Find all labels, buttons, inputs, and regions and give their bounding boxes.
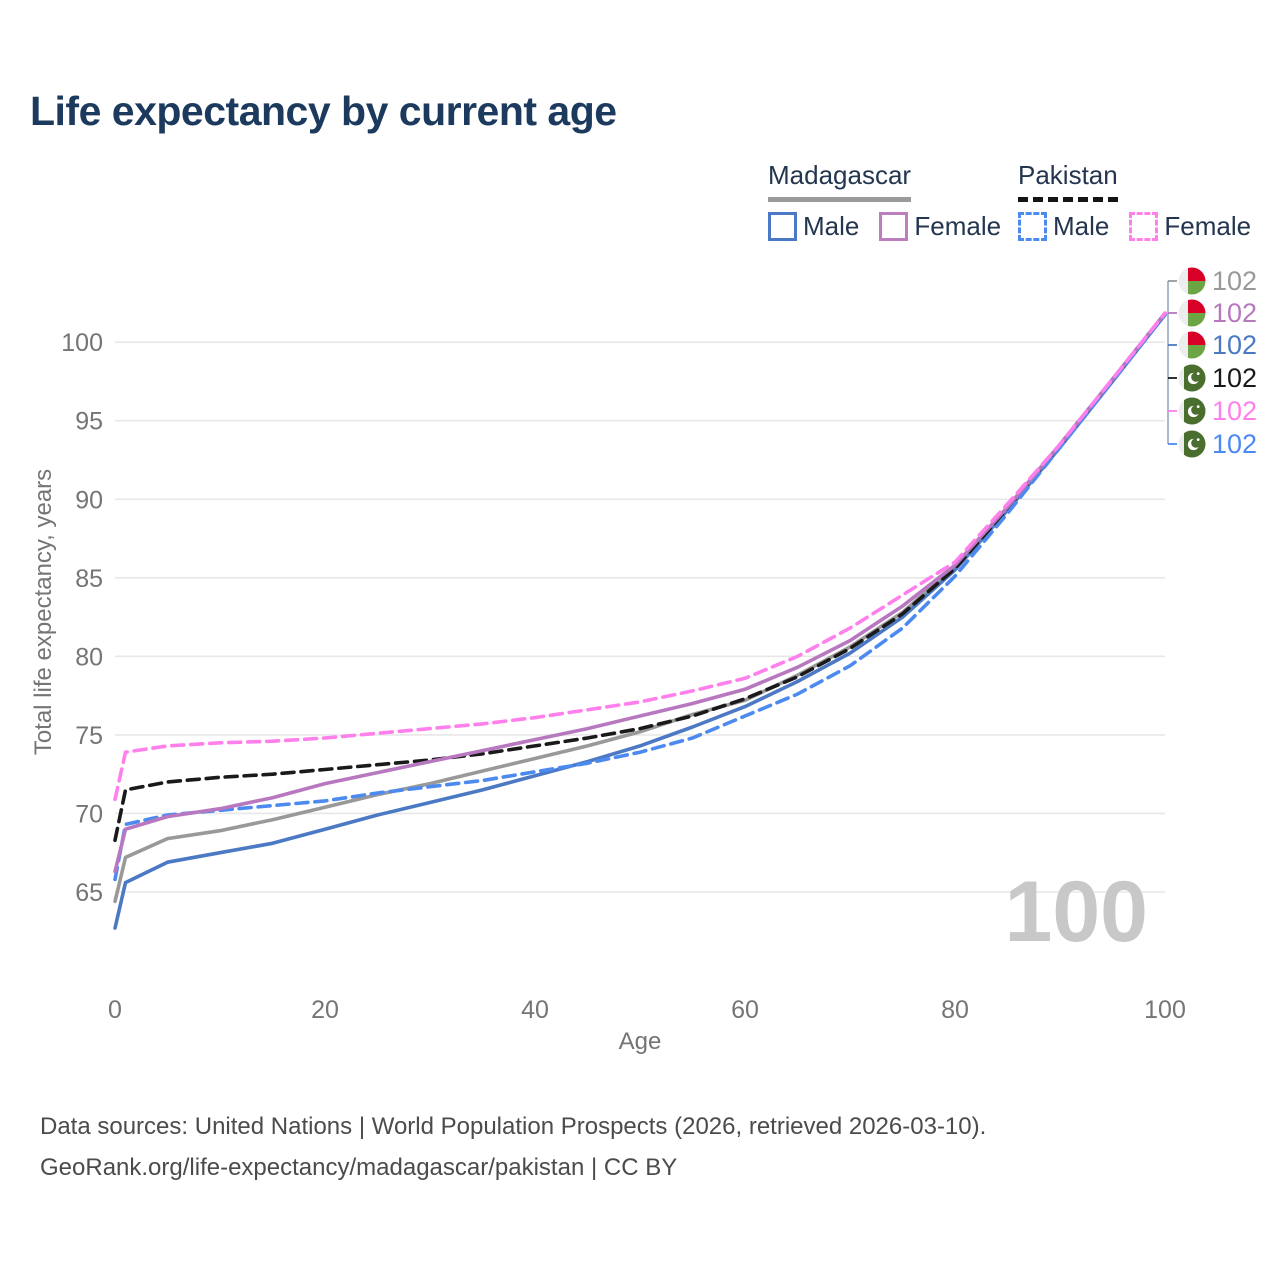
legend-group-pakistan: Pakistan Male Female [1018, 160, 1251, 242]
legend-item-label: Male [1053, 211, 1110, 241]
y-tick-label: 80 [75, 643, 103, 671]
flag-madagascar-icon [1178, 299, 1206, 327]
legend-group-madagascar: Madagascar Male Female [768, 160, 1001, 242]
y-tick-label: 100 [61, 329, 103, 357]
x-tick-label: 40 [521, 996, 549, 1024]
flag-madagascar-icon [1178, 331, 1206, 359]
end-label-value: 102 [1212, 429, 1257, 459]
legend-country-pakistan: Pakistan [1018, 160, 1118, 202]
end-label-value: 102 [1212, 396, 1257, 426]
flag-pakistan-icon [1178, 430, 1206, 458]
legend-swatch-icon [1018, 212, 1047, 241]
legend-swatch-icon [879, 212, 909, 241]
chart-title: Life expectancy by current age [30, 88, 617, 134]
flag-pakistan-icon [1178, 364, 1206, 392]
legend-item-label: Female [1164, 211, 1252, 241]
x-tick-label: 20 [311, 996, 339, 1024]
footer-license-line: GeoRank.org/life-expectancy/madagascar/p… [40, 1154, 678, 1181]
legend-item-madagascar-female[interactable]: Female [879, 211, 1001, 242]
y-axis-title: Total life expectancy, years [30, 468, 57, 756]
x-axis-title: Age [618, 1028, 662, 1055]
y-tick-label: 65 [75, 879, 103, 907]
legend: Madagascar Male Female Pakistan Male Female [0, 160, 1280, 242]
legend-item-pakistan-male[interactable]: Male [1018, 211, 1109, 242]
y-tick-label: 90 [75, 486, 103, 514]
series-line-madagascar-female [113, 311, 1167, 874]
series-line-pakistan-female [113, 311, 1167, 802]
footer: Data sources: United Nations | World Pop… [40, 1106, 986, 1188]
end-label-value: 102 [1212, 330, 1257, 360]
legend-swatch-icon [768, 212, 797, 241]
end-label-value: 102 [1212, 363, 1257, 393]
flag-madagascar-icon [1178, 267, 1206, 295]
y-tick-label: 75 [75, 722, 103, 750]
legend-item-pakistan-female[interactable]: Female [1129, 211, 1251, 242]
series-line-madagascar-male [113, 312, 1167, 930]
footer-source-line: Data sources: United Nations | World Pop… [40, 1113, 987, 1140]
flag-pakistan-icon [1178, 397, 1206, 425]
end-label-value: 102 [1212, 266, 1257, 296]
x-tick-label: 80 [941, 996, 969, 1024]
series-line-pakistan-male [113, 312, 1167, 882]
end-label-value: 102 [1212, 298, 1257, 328]
x-tick-label: 100 [1144, 996, 1186, 1024]
y-tick-label: 85 [75, 565, 103, 593]
x-tick-label: 0 [108, 996, 122, 1024]
legend-item-madagascar-male[interactable]: Male [768, 211, 859, 242]
legend-swatch-icon [1129, 212, 1159, 241]
legend-item-label: Male [803, 211, 860, 241]
y-tick-label: 70 [75, 800, 103, 828]
legend-country-madagascar: Madagascar [768, 160, 912, 202]
y-tick-label: 95 [75, 408, 103, 436]
x-tick-label: 60 [731, 996, 759, 1024]
legend-item-label: Female [914, 211, 1002, 241]
watermark: 100 [1005, 864, 1149, 960]
